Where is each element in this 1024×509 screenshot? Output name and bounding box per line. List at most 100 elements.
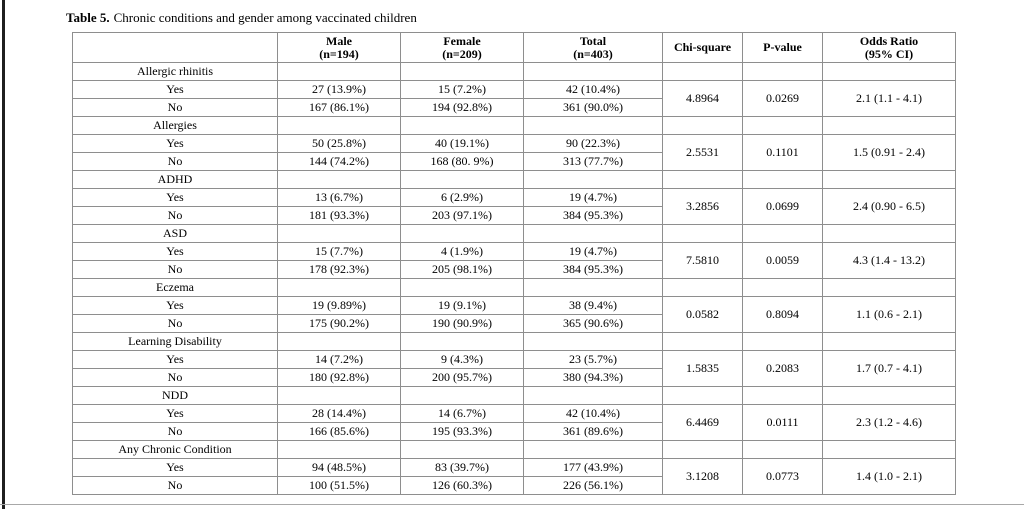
no-total-cell: 384 (95.3%) [523,206,663,225]
empty-cell-total [523,386,663,405]
empty-cell-male [277,224,401,243]
empty-cell-odds-ratio [822,116,956,135]
yes-female-cell: 40 (19.1%) [400,134,524,153]
empty-cell-p-value [742,332,823,351]
condition-row: ADHD [72,170,956,189]
empty-cell-chi-square [662,440,743,459]
chi-square-cell: 3.2856 [662,188,743,225]
condition-row: Allergies [72,116,956,135]
yes-row: Yes 19 (9.89%) 19 (9.1%) 38 (9.4%) 0.0582 0.8… [72,296,956,333]
empty-cell-male [277,116,401,135]
empty-cell-chi-square [662,116,743,135]
header-male-line1: Male [326,33,352,48]
header-row: Male (n=194) Female (n=209) Total (n=403… [72,32,956,63]
table-body: Allergic rhinitis Yes 27 (13.9%) 15 (7.2%) 4… [72,62,956,495]
odds-ratio-cell: 1.7 (0.7 - 4.1) [822,350,956,387]
no-male-cell: 181 (93.3%) [277,206,401,225]
empty-cell-p-value [742,170,823,189]
condition-row: Learning Disability [72,332,956,351]
odds-ratio-cell: 1.1 (0.6 - 2.1) [822,296,956,333]
yes-row: Yes 28 (14.4%) 14 (6.7%) 42 (10.4%) 6.4469 0.… [72,404,956,441]
yes-male-cell: 19 (9.89%) [277,296,401,315]
chi-square-cell: 1.5835 [662,350,743,387]
p-value-cell: 0.0773 [742,458,823,495]
no-female-cell: 200 (95.7%) [400,368,524,387]
empty-cell-total [523,224,663,243]
no-male-cell: 166 (85.6%) [277,422,401,441]
empty-cell-female [400,116,524,135]
condition-label-cell: Any Chronic Condition [72,440,278,459]
yes-label-cell: Yes [72,350,278,369]
odds-ratio-cell: 1.4 (1.0 - 2.1) [822,458,956,495]
empty-cell-odds-ratio [822,278,956,297]
yes-label-cell: Yes [72,134,278,153]
no-total-cell: 361 (89.6%) [523,422,663,441]
condition-label-cell: Allergic rhinitis [72,62,278,81]
no-female-cell: 205 (98.1%) [400,260,524,279]
empty-cell-chi-square [662,278,743,297]
yes-female-cell: 19 (9.1%) [400,296,524,315]
no-label-cell: No [72,152,278,171]
header-condition [72,32,278,63]
empty-cell-female [400,170,524,189]
no-female-cell: 195 (93.3%) [400,422,524,441]
p-value-cell: 0.1101 [742,134,823,171]
header-female-line1: Female [443,33,481,48]
no-female-cell: 190 (90.9%) [400,314,524,333]
empty-cell-total [523,170,663,189]
no-female-cell: 194 (92.8%) [400,98,524,117]
empty-cell-male [277,62,401,81]
condition-row: Allergic rhinitis [72,62,956,81]
condition-row: NDD [72,386,956,405]
header-chi-square: Chi-square [662,32,743,63]
yes-row: Yes 13 (6.7%) 6 (2.9%) 19 (4.7%) 3.2856 0.069… [72,188,956,225]
no-female-cell: 203 (97.1%) [400,206,524,225]
empty-cell-chi-square [662,332,743,351]
chi-square-cell: 7.5810 [662,242,743,279]
empty-cell-male [277,170,401,189]
header-male: Male (n=194) [277,32,401,63]
no-label-cell: No [72,314,278,333]
empty-cell-total [523,116,663,135]
yes-total-cell: 23 (5.7%) [523,350,663,369]
empty-cell-male [277,278,401,297]
no-row: No 180 (92.8%) 200 (95.7%) 380 (94.3%) [72,368,956,387]
yes-row: Yes 15 (7.7%) 4 (1.9%) 19 (4.7%) 7.5810 0.005… [72,242,956,279]
table-caption: Table 5. Chronic conditions and gender am… [66,10,417,26]
yes-label-cell: Yes [72,458,278,477]
header-total-line1: Total [579,33,607,48]
empty-cell-odds-ratio [822,62,956,81]
empty-cell-chi-square [662,170,743,189]
yes-row: Yes 27 (13.9%) 15 (7.2%) 42 (10.4%) 4.8964 0.… [72,80,956,117]
yes-row: Yes 14 (7.2%) 9 (4.3%) 23 (5.7%) 1.5835 0.208… [72,350,956,387]
yes-label-cell: Yes [72,80,278,99]
header-total: Total (n=403) [523,32,663,63]
odds-ratio-cell: 2.4 (0.90 - 6.5) [822,188,956,225]
no-male-cell: 175 (90.2%) [277,314,401,333]
yes-total-cell: 42 (10.4%) [523,80,663,99]
empty-cell-chi-square [662,224,743,243]
empty-cell-chi-square [662,62,743,81]
no-label-cell: No [72,476,278,495]
no-total-cell: 365 (90.6%) [523,314,663,333]
no-label-cell: No [72,422,278,441]
no-male-cell: 167 (86.1%) [277,98,401,117]
empty-cell-male [277,332,401,351]
no-female-cell: 126 (60.3%) [400,476,524,495]
header-odds-ratio-line2: (95% CI) [864,46,914,61]
odds-ratio-cell: 2.1 (1.1 - 4.1) [822,80,956,117]
empty-cell-female [400,440,524,459]
yes-total-cell: 19 (4.7%) [523,188,663,207]
p-value-cell: 0.0111 [742,404,823,441]
p-value-cell: 0.2083 [742,350,823,387]
empty-cell-female [400,386,524,405]
condition-row: Eczema [72,278,956,297]
empty-cell-odds-ratio [822,386,956,405]
no-total-cell: 384 (95.3%) [523,260,663,279]
empty-cell-p-value [742,116,823,135]
yes-female-cell: 14 (6.7%) [400,404,524,423]
header-odds-ratio: Odds Ratio (95% CI) [822,32,956,63]
yes-female-cell: 15 (7.2%) [400,80,524,99]
chi-square-cell: 6.4469 [662,404,743,441]
yes-label-cell: Yes [72,296,278,315]
